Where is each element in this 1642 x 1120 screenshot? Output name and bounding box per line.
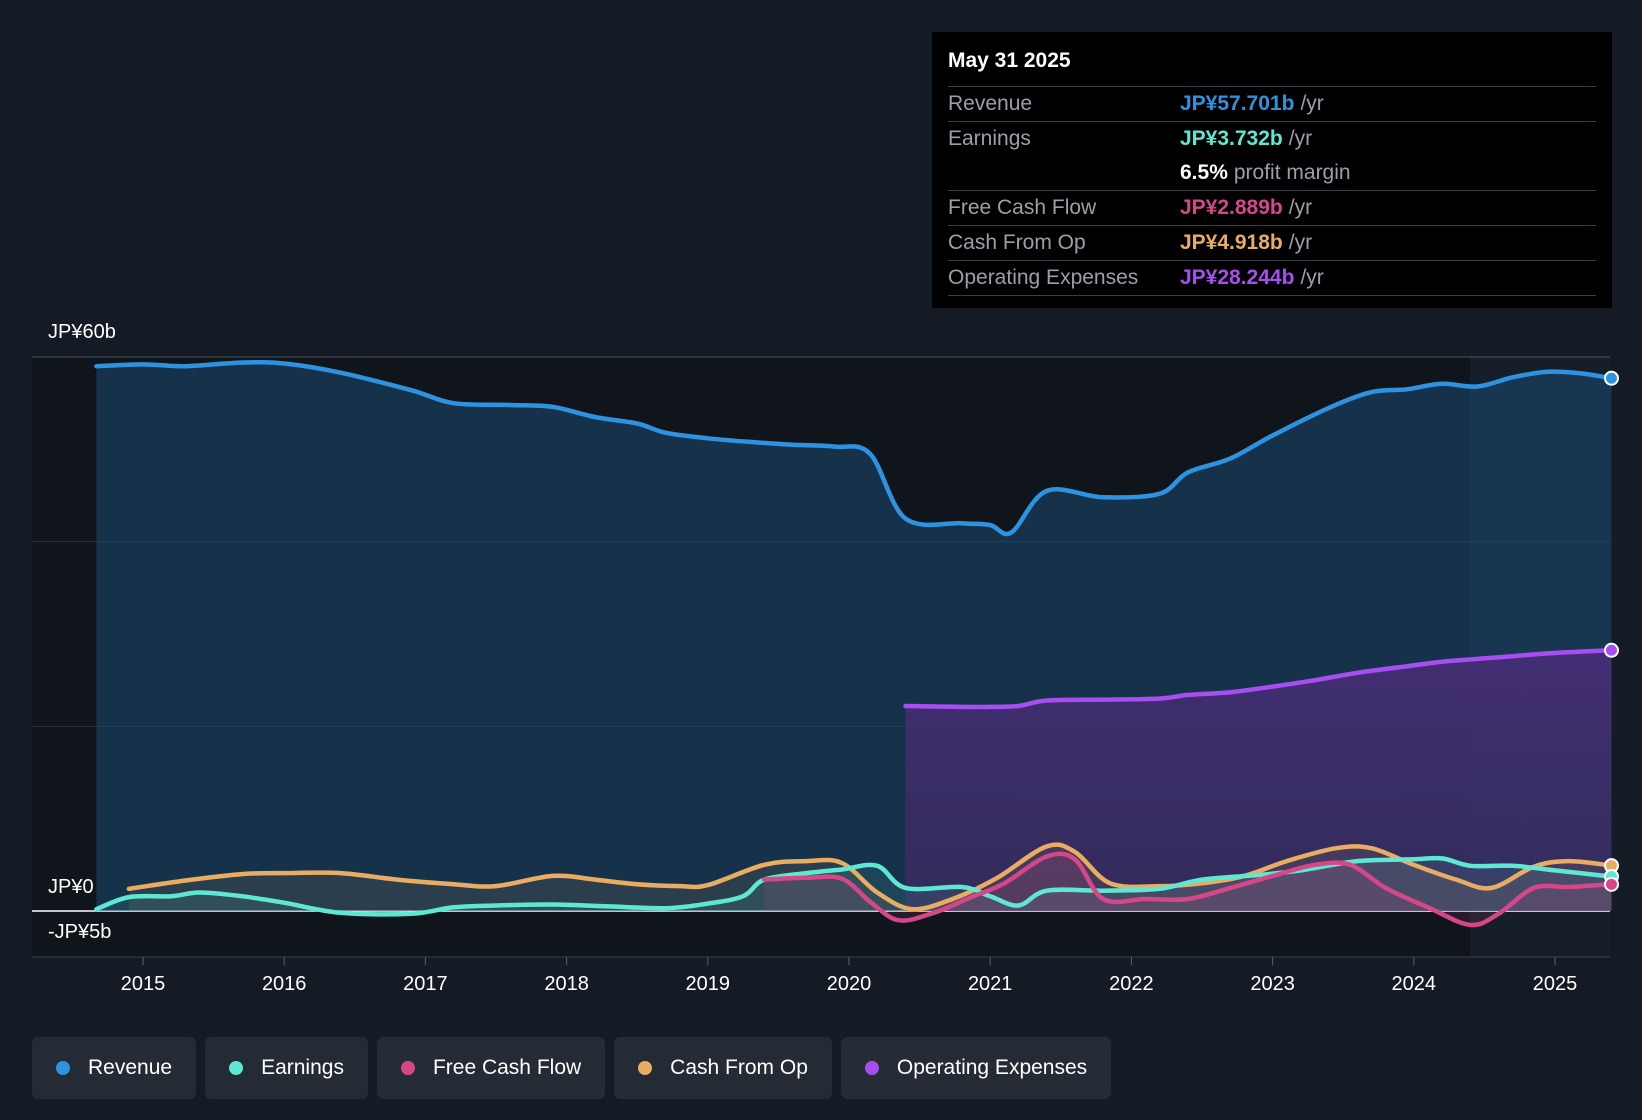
x-tick-label: 2025: [1533, 973, 1578, 995]
legend-dot-icon: [864, 1061, 879, 1075]
legend-dot-icon: [229, 1061, 244, 1075]
tooltip-unit: profit margin: [1233, 161, 1351, 184]
tooltip-row-revenue: Revenue JP¥57.701b /yr: [948, 87, 1596, 122]
y-axis-top-label: JP¥60b: [48, 321, 116, 343]
x-tick-label: 2018: [544, 973, 589, 995]
free-cash-flow-end-marker: [1603, 876, 1619, 892]
operating-expenses-area: [905, 650, 1612, 911]
tooltip-row-free-cash-flow: Free Cash Flow JP¥2.889b /yr: [948, 191, 1596, 226]
legend-label: Operating Expenses: [896, 1056, 1088, 1079]
x-tick-label: 2021: [968, 973, 1013, 995]
x-tick-label: 2019: [686, 973, 731, 995]
tooltip-unit: /yr: [1288, 196, 1313, 219]
legend-item-operating-expenses[interactable]: Operating Expenses: [840, 1037, 1112, 1099]
tooltip-value: JP¥28.244b: [1180, 266, 1295, 289]
operating-expenses-end-marker: [1603, 642, 1619, 658]
tooltip-row-profit-margin: 6.5% profit margin: [948, 156, 1596, 191]
tooltip-date: May 31 2025: [948, 46, 1596, 87]
legend-item-revenue[interactable]: Revenue: [32, 1037, 197, 1099]
x-tick-label: 2017: [403, 973, 448, 995]
legend-dot-icon: [56, 1061, 70, 1075]
cash-from-op-line: [126, 842, 1614, 912]
tooltip-label: Cash From Op: [948, 231, 1086, 254]
tooltip-value: JP¥4.918b: [1180, 231, 1283, 254]
tooltip-label: Revenue: [948, 92, 1033, 115]
legend-label: Earnings: [261, 1056, 344, 1079]
x-tick-label: 2016: [262, 973, 307, 995]
cash-from-op-area: [128, 844, 1612, 911]
tooltip-unit: /yr: [1288, 127, 1313, 150]
tooltip-value: JP¥57.701b: [1180, 92, 1295, 115]
y-axis-bottom-label: -JP¥5b: [48, 921, 112, 943]
tooltip-label: Operating Expenses: [948, 266, 1139, 289]
free-cash-flow-area: [764, 853, 1612, 926]
legend-dot-icon: [400, 1061, 415, 1075]
revenue-end-marker: [1603, 370, 1619, 386]
revenue-line: [94, 359, 1614, 537]
x-tick-label: 2015: [121, 973, 166, 995]
x-tick-label: 2023: [1250, 973, 1295, 995]
x-tick-label: 2020: [827, 973, 872, 995]
tooltip-unit: /yr: [1300, 92, 1324, 115]
tooltip-label: Free Cash Flow: [948, 196, 1097, 219]
earnings-line: [94, 855, 1614, 917]
y-axis-zero-label: JP¥0: [48, 876, 94, 898]
legend-item-free-cash-flow[interactable]: Free Cash Flow: [376, 1037, 606, 1099]
tooltip-unit: /yr: [1288, 231, 1313, 254]
legend-label: Free Cash Flow: [432, 1056, 582, 1079]
legend-item-earnings[interactable]: Earnings: [205, 1037, 368, 1099]
free-cash-flow-line: [762, 851, 1614, 928]
tooltip-row-operating-expenses: Operating Expenses JP¥28.244b /yr: [948, 261, 1596, 296]
tooltip-unit: /yr: [1300, 266, 1324, 289]
x-tick-label: 2022: [1109, 973, 1154, 995]
tooltip-value: JP¥2.889b: [1180, 196, 1283, 219]
legend: Revenue Earnings Free Cash Flow Cash Fro…: [32, 1037, 1112, 1099]
legend-label: Revenue: [88, 1056, 173, 1079]
legend-label: Cash From Op: [670, 1056, 808, 1079]
tooltip-value: JP¥3.732b: [1180, 127, 1283, 150]
tooltip-row-earnings: Earnings JP¥3.732b /yr: [948, 122, 1596, 156]
tooltip: May 31 2025 Revenue JP¥57.701b /yr Earni…: [932, 32, 1612, 308]
legend-dot-icon: [638, 1061, 653, 1075]
legend-item-cash-from-op[interactable]: Cash From Op: [614, 1037, 832, 1099]
tooltip-row-cash-from-op: Cash From Op JP¥4.918b /yr: [948, 226, 1596, 261]
operating-expenses-line: [903, 648, 1614, 710]
tooltip-label: Earnings: [948, 127, 1031, 150]
x-tick-label: 2024: [1392, 973, 1437, 995]
tooltip-value: 6.5%: [1180, 161, 1228, 184]
